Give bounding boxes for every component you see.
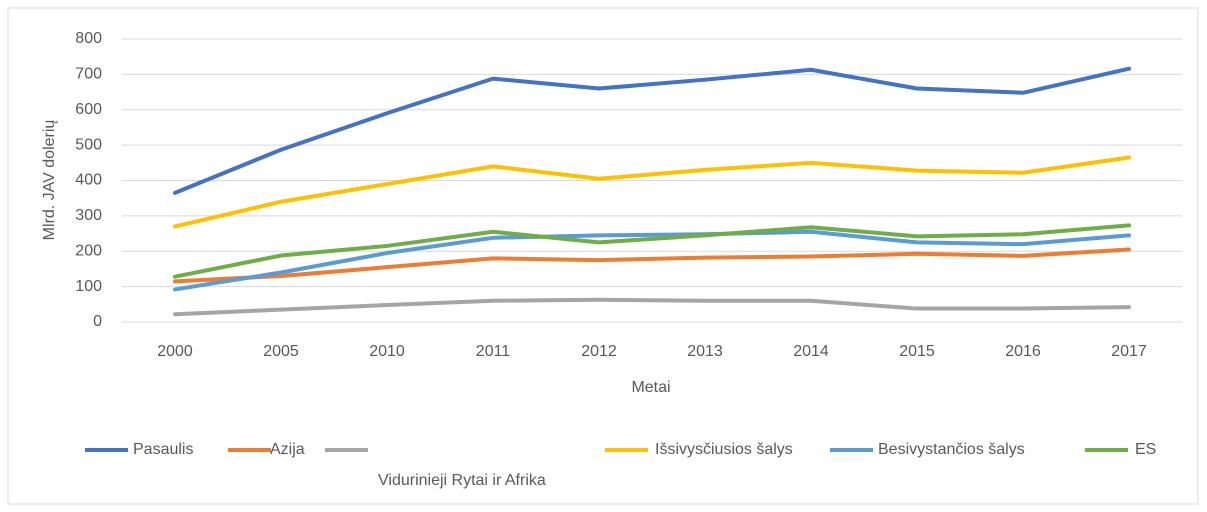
x-tick-label: 2000 bbox=[157, 343, 193, 360]
y-tick-label: 600 bbox=[75, 101, 102, 118]
series-line bbox=[173, 155, 1131, 229]
legend-label: Azija bbox=[270, 441, 305, 458]
y-tick-label: 700 bbox=[75, 66, 102, 83]
series-line bbox=[173, 247, 1131, 284]
x-tick-label: 2011 bbox=[476, 343, 511, 360]
x-tick-label: 2016 bbox=[1005, 343, 1041, 360]
x-tick-label: 2015 bbox=[899, 343, 935, 360]
y-tick-label: 200 bbox=[75, 242, 102, 259]
series-line bbox=[173, 223, 1131, 279]
y-tick-label: 300 bbox=[75, 207, 102, 224]
x-tick-label: 2017 bbox=[1111, 343, 1147, 360]
series-line bbox=[173, 297, 1131, 317]
x-axis-title: Metai bbox=[631, 379, 670, 396]
x-tick-label: 2005 bbox=[263, 343, 299, 360]
series-line bbox=[173, 66, 1131, 195]
y-axis-title: Mlrd. JAV dolerių bbox=[41, 120, 58, 241]
legend-label: Besivystančios šalys bbox=[878, 441, 1025, 458]
x-tick-label: 2013 bbox=[687, 343, 723, 360]
x-tick-label: 2010 bbox=[369, 343, 405, 360]
legend-label: Pasaulis bbox=[133, 441, 193, 458]
legend-label: Vidurinieji Rytai ir Afrika bbox=[378, 472, 546, 489]
legend-label: Išsivysčiusios šalys bbox=[655, 441, 793, 458]
x-tick-label: 2014 bbox=[793, 343, 829, 360]
series-line bbox=[173, 229, 1131, 292]
x-tick-label: 2012 bbox=[581, 343, 617, 360]
y-tick-label: 0 bbox=[93, 313, 102, 330]
y-tick-label: 400 bbox=[75, 172, 102, 189]
y-tick-label: 100 bbox=[75, 278, 102, 295]
y-tick-label: 500 bbox=[75, 136, 102, 153]
y-tick-label: 800 bbox=[75, 30, 102, 47]
legend-label: ES bbox=[1135, 441, 1156, 458]
